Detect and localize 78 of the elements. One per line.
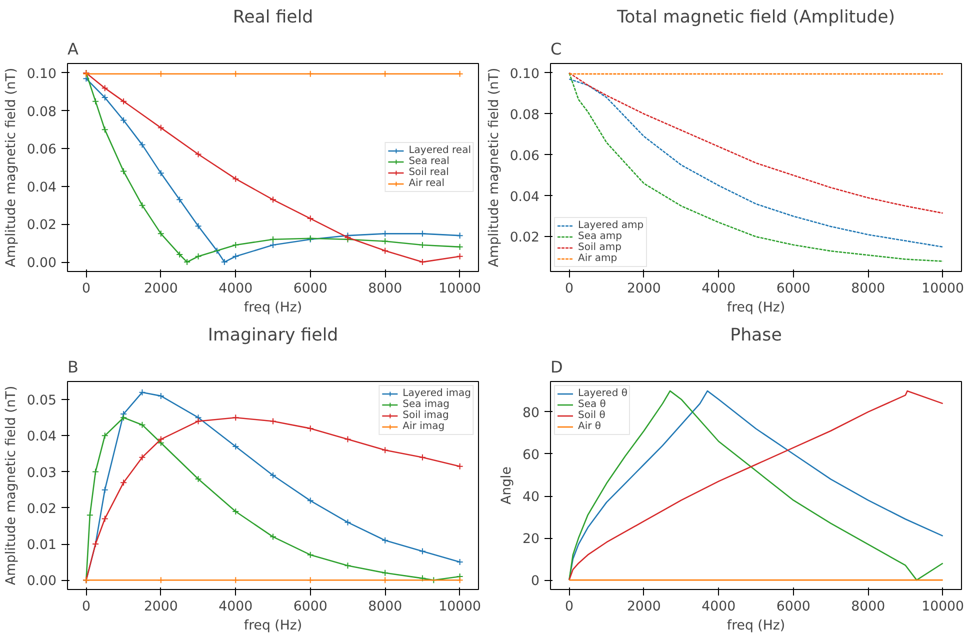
x-tick-label: 4000 bbox=[218, 600, 253, 614]
x-tick-label: 2000 bbox=[626, 282, 661, 296]
y-tick-label: 0.10 bbox=[510, 66, 540, 82]
x-tick-label: 8000 bbox=[851, 600, 886, 614]
x-tick-label: 10000 bbox=[922, 600, 964, 614]
chart-title: Real field bbox=[232, 8, 314, 28]
x-tick-label: 2000 bbox=[626, 600, 661, 614]
chart-title: Phase bbox=[730, 326, 782, 346]
y-axis-title: Amplitude magnetic field (nT) bbox=[486, 68, 502, 268]
y-tick-label: 0.06 bbox=[510, 148, 540, 164]
x-tick-label: 6000 bbox=[293, 282, 328, 296]
y-tick-label: 20 bbox=[522, 532, 540, 548]
y-tick-label: 0.02 bbox=[26, 502, 57, 517]
x-tick-label: 10000 bbox=[438, 282, 482, 296]
legend-label: Soil imag bbox=[402, 410, 449, 421]
y-tick-label: 0.10 bbox=[26, 66, 57, 82]
y-tick-label: 0.00 bbox=[26, 574, 57, 590]
y-tick-label: 0.02 bbox=[510, 230, 540, 246]
x-tick-label: 6000 bbox=[293, 600, 328, 614]
y-tick-label: 60 bbox=[522, 448, 540, 463]
x-axis-title: freq (Hz) bbox=[244, 300, 302, 316]
legend-label: Soil real bbox=[408, 167, 449, 178]
x-axis-title: freq (Hz) bbox=[726, 618, 786, 634]
x-tick-label: 2000 bbox=[144, 282, 178, 296]
y-tick-label: 0.00 bbox=[26, 256, 57, 272]
y-tick-label: 0.04 bbox=[510, 190, 540, 205]
x-axis-title: freq (Hz) bbox=[244, 618, 302, 634]
text: A bbox=[68, 40, 78, 58]
x-tick-label: 0 bbox=[82, 282, 90, 296]
legend-label: Air real bbox=[408, 178, 445, 189]
legend-label: Sea amp bbox=[578, 231, 622, 242]
chart-title: Total magnetic field (Amplitude) bbox=[616, 8, 895, 28]
x-tick-label: 4000 bbox=[218, 282, 253, 296]
x-axis-title: freq (Hz) bbox=[726, 300, 786, 316]
x-tick-label: 6000 bbox=[776, 282, 810, 296]
y-tick-label: 80 bbox=[522, 406, 540, 421]
y-tick-label: 0.05 bbox=[26, 394, 57, 409]
y-tick-label: 40 bbox=[522, 490, 540, 506]
y-tick-label: 0 bbox=[531, 574, 540, 590]
legend-label: Air imag bbox=[402, 421, 445, 432]
y-tick-label: 0.02 bbox=[26, 218, 57, 234]
legend-label: Soil θ bbox=[578, 410, 606, 421]
x-tick-label: 10000 bbox=[438, 600, 482, 614]
y-tick-label: 0.01 bbox=[26, 538, 57, 553]
x-tick-label: 0 bbox=[564, 600, 574, 614]
legend-label: Sea real bbox=[408, 156, 450, 167]
x-tick-label: 6000 bbox=[776, 600, 810, 614]
x-tick-label: 8000 bbox=[368, 600, 402, 614]
text: B bbox=[68, 358, 78, 376]
y-axis-title: Amplitude magnetic field (nT) bbox=[4, 386, 19, 586]
x-tick-label: 0 bbox=[564, 282, 574, 296]
chart-title: Imaginary field bbox=[208, 326, 338, 346]
text: C bbox=[550, 40, 562, 58]
x-tick-label: 8000 bbox=[368, 282, 402, 296]
y-tick-label: 0.06 bbox=[26, 142, 57, 158]
y-tick-label: 0.04 bbox=[26, 430, 57, 445]
x-tick-label: 4000 bbox=[702, 282, 736, 296]
legend-label: Sea imag bbox=[402, 399, 450, 410]
x-tick-label: 4000 bbox=[702, 600, 736, 614]
x-tick-label: 2000 bbox=[144, 600, 178, 614]
y-axis-title: Amplitude magnetic field (nT) bbox=[4, 68, 19, 268]
legend-label: Layered amp bbox=[578, 220, 644, 231]
y-axis-title: Angle bbox=[500, 466, 515, 504]
text: D bbox=[550, 358, 563, 376]
x-tick-label: 8000 bbox=[851, 282, 886, 296]
legend-label: Air θ bbox=[578, 421, 602, 432]
legend-label: Layered imag bbox=[402, 388, 471, 399]
legend-label: Layered real bbox=[408, 145, 471, 156]
x-tick-label: 10000 bbox=[922, 282, 964, 296]
legend-label: Air amp bbox=[578, 253, 618, 264]
y-tick-label: 0.03 bbox=[26, 466, 57, 481]
y-tick-label: 0.04 bbox=[26, 180, 57, 196]
legend-label: Sea θ bbox=[578, 399, 606, 410]
legend-label: Soil amp bbox=[578, 242, 622, 253]
x-tick-label: 0 bbox=[82, 600, 90, 614]
legend-label: Layered θ bbox=[578, 388, 628, 399]
y-tick-label: 0.08 bbox=[510, 108, 540, 123]
y-tick-label: 0.08 bbox=[26, 104, 57, 120]
